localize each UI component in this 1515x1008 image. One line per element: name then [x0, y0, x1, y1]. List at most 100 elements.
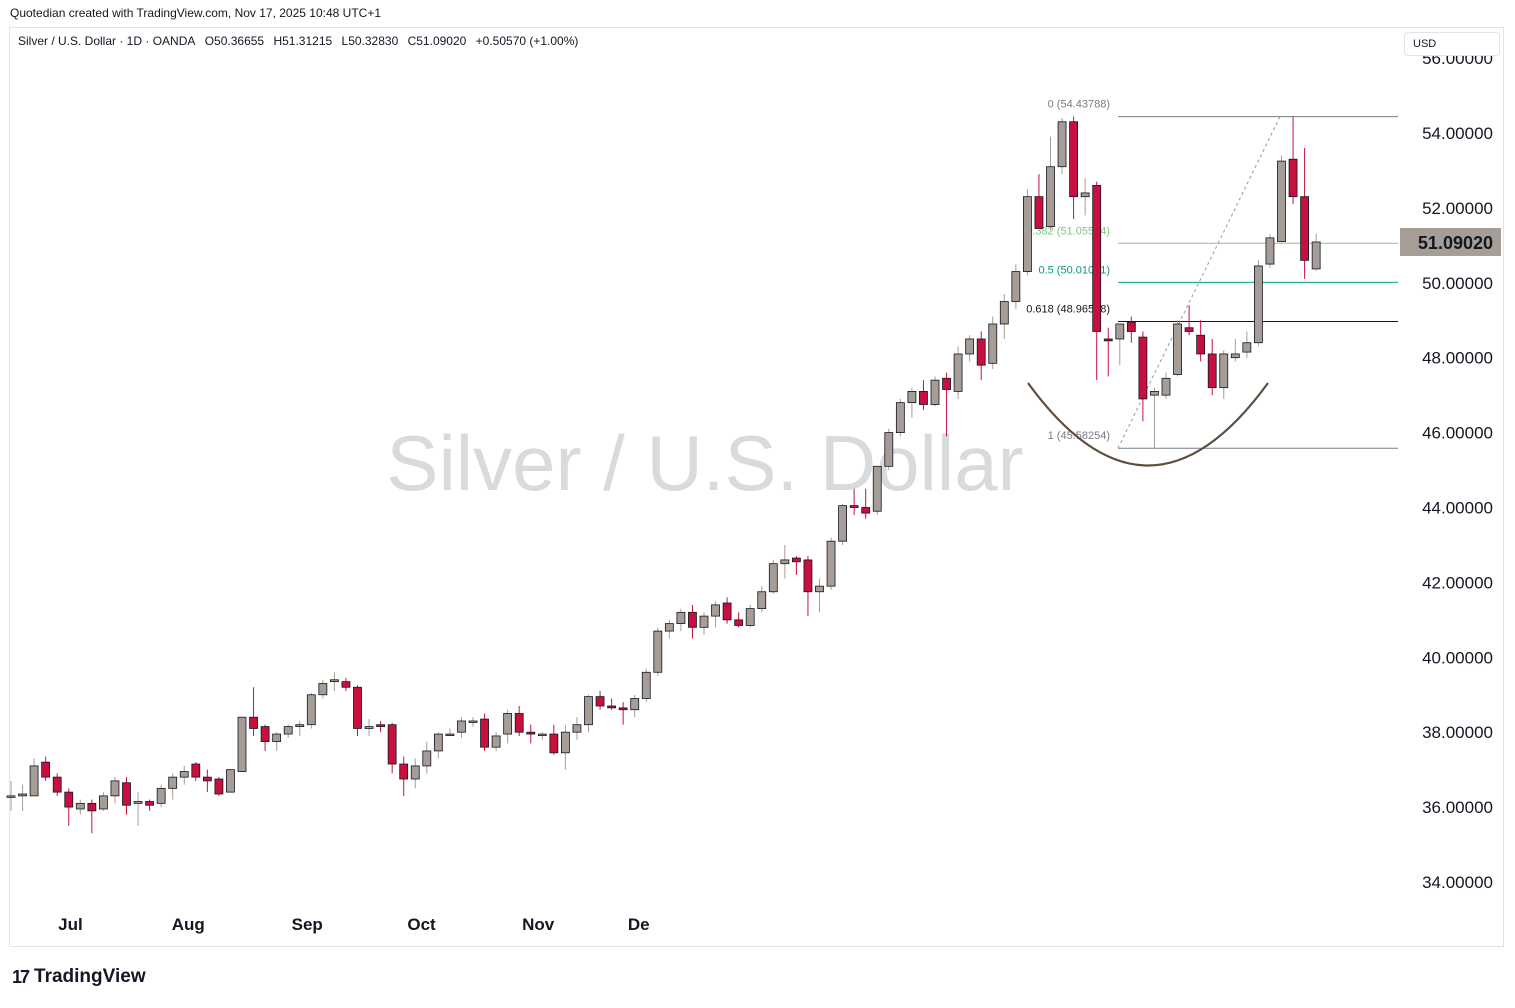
candle-body	[872, 465, 882, 512]
x-axis-month-label: Sep	[292, 915, 323, 934]
candle-body	[803, 559, 813, 593]
fib-level-label: 0 (54.43788)	[1048, 99, 1110, 111]
x-axis-month-label: Nov	[522, 915, 555, 934]
candle-body	[1311, 241, 1321, 270]
candle-body	[561, 731, 570, 754]
y-axis-tick-label: 48.00000	[1422, 349, 1493, 368]
candle-body	[1115, 323, 1125, 340]
candle-body	[422, 750, 432, 767]
candle-body	[1103, 338, 1113, 342]
candle-body	[607, 705, 616, 709]
candle-body	[768, 563, 778, 593]
candle-body	[1138, 336, 1148, 400]
candle-body	[156, 787, 166, 804]
candle-body	[1196, 334, 1206, 355]
candle-body	[988, 323, 998, 364]
candle-body	[364, 726, 374, 729]
candle-body	[341, 681, 351, 688]
y-axis-tick-label: 40.00000	[1422, 648, 1493, 667]
candle-body	[1288, 158, 1298, 198]
candle-body	[122, 782, 131, 806]
candle-body	[572, 724, 582, 733]
candle-body	[826, 540, 836, 587]
candle-body	[526, 731, 536, 735]
x-axis-month-label: Oct	[407, 915, 436, 934]
candle-body	[202, 776, 212, 782]
candle-body	[595, 696, 605, 707]
candle-body	[1230, 353, 1240, 359]
candle-body	[699, 615, 709, 628]
candle-body	[353, 686, 362, 729]
candle-body	[1300, 196, 1309, 261]
candle-body	[861, 507, 871, 514]
candle-body	[1080, 192, 1090, 198]
chart-frame	[9, 27, 1504, 947]
x-axis-month-label: De	[628, 915, 650, 934]
candle-body	[6, 795, 16, 798]
candle-body	[965, 338, 975, 355]
candle-body	[64, 791, 74, 808]
candle-body	[457, 720, 466, 733]
candle-body	[838, 505, 847, 542]
candle-body	[1277, 160, 1286, 243]
candle-body	[942, 377, 951, 390]
y-axis-tick-label: 38.00000	[1422, 723, 1493, 742]
x-axis-month-label: Jul	[58, 915, 83, 934]
candle-body	[410, 765, 420, 780]
candle-body	[676, 611, 686, 624]
candle-body	[711, 604, 720, 617]
fib-level-label: 0.382 (51.05514)	[1026, 225, 1110, 237]
candle-body	[260, 726, 270, 742]
last-price-tag	[1400, 227, 1501, 256]
candle-body	[1126, 321, 1136, 332]
candle-body	[884, 432, 894, 467]
y-axis-tick-label: 52.00000	[1422, 199, 1493, 218]
candle-body	[1254, 265, 1263, 344]
candle-body	[537, 733, 547, 736]
candle-body	[283, 726, 293, 735]
fib-level-label: 1 (45.58254)	[1048, 430, 1110, 442]
tradingview-logo[interactable]: 17 TradingView	[12, 966, 146, 988]
candle-body	[1207, 353, 1217, 389]
candle-body	[1023, 196, 1032, 272]
candle-body	[18, 793, 27, 797]
candle-body	[179, 771, 189, 778]
candle-body	[376, 724, 386, 727]
y-axis-tick-label: 50.00000	[1422, 274, 1493, 293]
y-axis-tick-label: 46.00000	[1422, 424, 1493, 443]
currency-selector[interactable]: USD	[1404, 32, 1500, 56]
chart-watermark: Silver / U.S. Dollar	[386, 419, 1023, 507]
ohlc-low: L50.32830	[341, 34, 399, 48]
x-axis-month-label: Aug	[172, 915, 205, 934]
candle-body	[29, 765, 39, 797]
tradingview-mark-icon: 17	[12, 966, 30, 987]
y-axis-tick-label: 34.00000	[1422, 873, 1493, 892]
y-axis-tick-label: 42.00000	[1422, 573, 1493, 592]
candle-body	[75, 802, 85, 810]
candle-body	[1150, 391, 1159, 396]
candle-body	[237, 716, 247, 772]
candle-body	[641, 671, 651, 699]
candle-body	[976, 338, 986, 366]
candle-body	[52, 776, 62, 793]
candle-body	[399, 763, 409, 780]
candle-body	[272, 733, 282, 742]
candle-body	[907, 391, 917, 404]
candle-body	[664, 623, 674, 632]
candle-body	[618, 707, 628, 711]
candle-body	[1219, 353, 1229, 389]
candle-body	[734, 619, 744, 626]
candle-body	[480, 718, 489, 748]
symbol-name[interactable]: Silver / U.S. Dollar · 1D · OANDA	[18, 34, 196, 48]
ohlc-high: H51.31215	[273, 34, 333, 48]
candle-body	[249, 716, 258, 729]
y-axis-tick-label: 44.00000	[1422, 499, 1493, 518]
rounding-bottom-arc	[1027, 382, 1269, 467]
candle-body	[1057, 121, 1067, 168]
candle-body	[214, 778, 224, 795]
fib-level-label: 0.5 (50.01021)	[1038, 264, 1110, 276]
candle-body	[41, 761, 51, 778]
candle-body	[318, 683, 328, 696]
candle-body	[757, 591, 767, 610]
